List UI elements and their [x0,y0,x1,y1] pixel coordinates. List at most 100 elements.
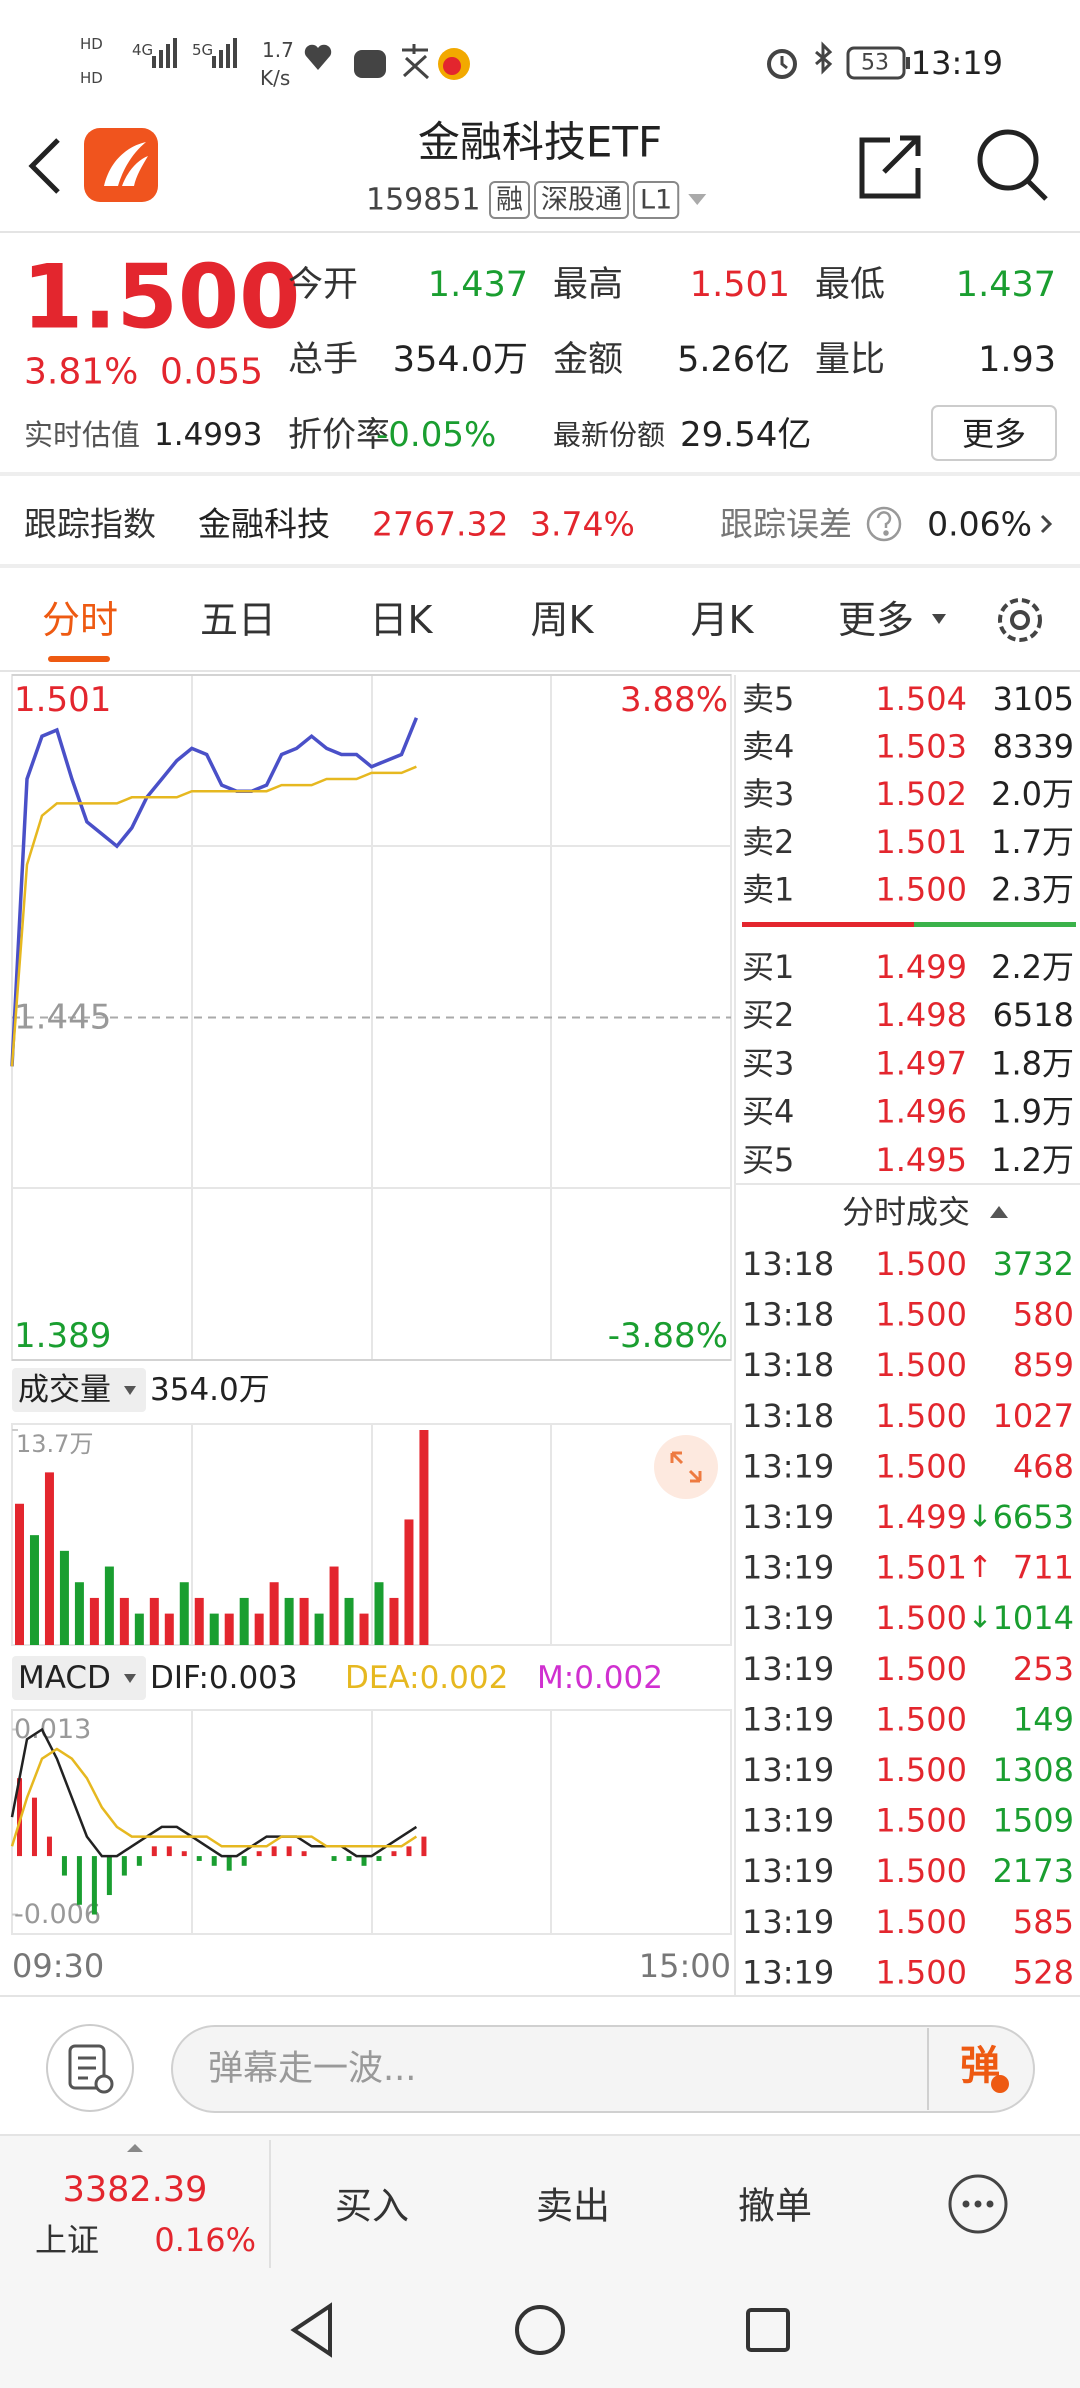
volume-selector[interactable] [12,1368,146,1412]
volume-bar [194,1597,204,1645]
macd-bar [91,1856,97,1915]
settings-button[interactable] [998,598,1042,642]
tab[interactable]: 周K [531,598,595,642]
macd-bar [421,1836,427,1857]
order-label: 卖2 [742,823,794,861]
volume-bar [149,1597,159,1645]
volume-bar [389,1597,399,1645]
more-button[interactable] [931,405,1057,461]
help-icon[interactable] [866,506,902,542]
trade-time: 13:18 [742,1346,834,1384]
expand-icon[interactable] [127,2144,143,2152]
volume-bar [29,1535,39,1645]
expand-button[interactable] [654,1435,718,1499]
stat-value: 1.93 [978,340,1056,380]
indicator-selector[interactable] [12,1656,146,1700]
macd-bar [226,1856,232,1871]
volume-bar [134,1613,144,1645]
stat-value: 29.54亿 [680,415,811,455]
volume-bar [404,1519,414,1645]
order-volume: 1.7万 [991,823,1074,861]
nav-back[interactable] [290,2302,332,2358]
volume-bar [119,1597,129,1645]
tab[interactable]: 分时 [42,598,118,642]
divider [0,564,1080,568]
trade-volume: 1308 [993,1751,1074,1789]
network-speed: 1.7 [262,38,294,62]
comment-input[interactable] [171,2025,1035,2113]
status-label: 5G [192,41,213,59]
change-amount: 0.055 [160,352,263,393]
stat-value: -0.05% [376,415,496,455]
index-value: 3382.39 [63,2170,208,2210]
trade-price: 1.499 [875,1498,967,1536]
macd-bar [151,1846,157,1857]
volume-bar [299,1597,309,1645]
code-tag: 深股通 [541,185,622,216]
share-button[interactable] [859,135,921,199]
tab[interactable]: 月K [691,598,755,642]
y-tick-label: 1.501 [14,680,111,720]
order-price: 1.496 [875,1093,967,1131]
trade-time: 13:19 [742,1852,834,1890]
trade-time: 13:19 [742,1700,834,1738]
indicator-name[interactable]: 成交量 [18,1372,111,1408]
volume-bar [239,1597,249,1645]
tab[interactable]: 五日 [200,598,276,642]
macd-bar [286,1846,292,1857]
code-tag: 融 [496,185,523,216]
search-button[interactable] [977,129,1048,201]
last-price: 1.500 [22,246,300,349]
order-volume: 2.2万 [991,948,1074,986]
volume-bar [314,1613,324,1645]
nav-home[interactable] [515,2305,565,2355]
trade-arrow: ↓ [967,1500,992,1535]
more-button-label[interactable]: 更多 [962,415,1026,453]
macd-bar [31,1797,37,1857]
trade-price: 1.500 [875,1245,967,1283]
stat-label: 折价率 [288,415,390,455]
comment-placeholder[interactable]: 弹幕走一波... [208,2049,416,2089]
comment-send[interactable]: 弹 [960,2043,1000,2089]
x-tick-label: 15:00 [639,1947,731,1985]
app-logo [84,128,158,202]
action-button[interactable]: 买入 [335,2185,409,2228]
volume-bar [89,1597,99,1645]
order-price: 1.504 [875,680,967,718]
trade-price: 1.500 [875,1802,967,1840]
trade-time: 13:19 [742,1953,834,1991]
volume-bar [15,1503,24,1645]
order-label: 卖5 [742,680,794,718]
ratio-bar-bid [914,922,1076,927]
volume-bar [224,1613,234,1645]
macd-bar [46,1836,52,1857]
badge [991,2075,1009,2093]
y-tick-label: 1.445 [14,998,111,1038]
volume-bar [164,1613,174,1645]
order-volume: 6518 [993,996,1074,1034]
tag-box [489,181,530,219]
order-price: 1.503 [875,728,967,766]
more-actions-button[interactable] [948,2174,1008,2234]
tab[interactable]: 更多 [838,598,914,642]
macd-bar [271,1846,277,1857]
order-volume: 2.3万 [991,870,1074,908]
divider [0,472,1080,476]
trade-price: 1.500 [875,1650,967,1688]
tracking-label: 跟踪指数 [24,505,156,544]
action-button[interactable]: 撤单 [738,2185,812,2228]
indicator-name[interactable]: MACD [18,1660,111,1696]
comment-settings-button[interactable] [46,2024,134,2112]
status-label: HD [80,35,103,53]
macd-bar [361,1856,367,1866]
trade-time: 13:19 [742,1751,834,1789]
chevron[interactable] [1040,514,1053,534]
nav-recent[interactable] [746,2308,790,2352]
network-speed-unit: K/s [260,66,290,90]
trades-title[interactable]: 分时成交 [842,1193,970,1231]
stat-value: 5.26亿 [677,340,790,380]
action-button[interactable]: 卖出 [536,2185,610,2228]
tab[interactable]: 日K [370,598,434,642]
back-button[interactable] [28,138,60,194]
y-tick-label: -0.006 [14,1899,101,1930]
